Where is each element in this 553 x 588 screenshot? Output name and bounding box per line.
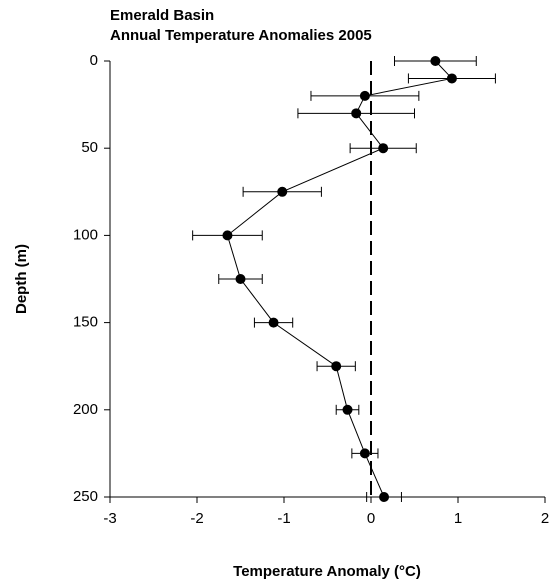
data-point: [331, 361, 342, 372]
data-point: [378, 143, 389, 154]
x-tick-label: -2: [190, 510, 203, 527]
data-point: [379, 492, 390, 502]
y-tick-label: 250: [73, 488, 98, 505]
y-tick-label: 50: [81, 139, 98, 156]
data-point: [235, 274, 246, 284]
x-tick-label: -1: [277, 510, 290, 527]
x-axis-label: Temperature Anomaly (°C): [233, 563, 421, 580]
data-point: [430, 56, 441, 66]
data-point: [359, 448, 370, 459]
x-tick-label: 2: [541, 510, 549, 527]
chart-title: Emerald Basin: [110, 7, 214, 24]
x-tick-label: 1: [454, 510, 462, 527]
data-point: [446, 73, 457, 84]
y-tick-label: 0: [90, 52, 98, 69]
data-point: [277, 186, 288, 197]
y-tick-label: 200: [73, 401, 98, 418]
data-point: [351, 108, 362, 119]
x-tick-label: 0: [367, 510, 375, 527]
data-point: [222, 230, 233, 241]
data-point: [359, 90, 370, 101]
x-tick-label: -3: [103, 510, 116, 527]
chart-subtitle: Annual Temperature Anomalies 2005: [110, 27, 372, 44]
data-point: [342, 404, 353, 415]
y-tick-label: 100: [73, 226, 98, 243]
data-point: [268, 317, 279, 328]
y-axis-label: Depth (m): [13, 244, 30, 314]
y-tick-label: 150: [73, 314, 98, 331]
